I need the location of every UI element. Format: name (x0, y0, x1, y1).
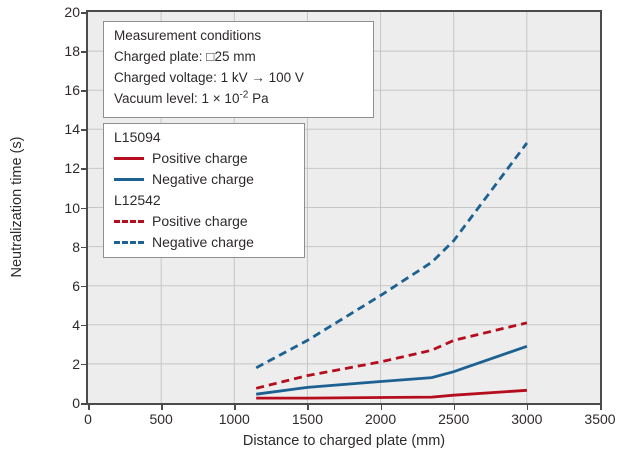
x-tick-label: 2000 (364, 411, 397, 427)
y-tick-label: 16 (64, 82, 80, 99)
y-tick-label: 20 (64, 4, 80, 20)
y-tickmark (81, 246, 86, 249)
x-tickmark (307, 405, 309, 410)
y-tick-label: 18 (64, 43, 80, 60)
legend-entry: Negative charge (114, 169, 294, 190)
series-line (255, 142, 529, 370)
x-axis-title: Distance to charged plate (mm) (242, 433, 446, 449)
dashed-red-line-swatch (114, 220, 144, 223)
legend-entry: Positive charge (114, 211, 294, 232)
x-tickmark (234, 405, 236, 410)
y-tickmark (81, 51, 86, 53)
legend-box: L15094 Positive charge Negative charge L… (103, 123, 305, 258)
y-tickmark (81, 90, 86, 92)
conditions-line-charged-voltage: Charged voltage: 1 kV → 100 V (114, 70, 304, 85)
series-line (256, 344, 528, 396)
legend-entry: Negative charge (114, 232, 294, 253)
legend-group-label: L12542 (114, 192, 161, 208)
measurement-conditions-box: Measurement conditions Charged plate: □2… (103, 21, 374, 118)
x-tick-label: 3000 (511, 411, 543, 427)
y-tickmark (81, 285, 86, 288)
vacuum-exponent: -2 (239, 89, 249, 101)
x-tickmark (453, 405, 456, 410)
y-tick-label: 2 (72, 355, 80, 372)
dashed-blue-line-swatch (114, 241, 144, 244)
y-tick-label: 0 (72, 395, 80, 411)
x-tick-label: 0 (84, 411, 92, 427)
y-tick-label: 12 (64, 160, 80, 177)
x-tick-label: 500 (149, 411, 173, 427)
solid-blue-line-swatch (114, 178, 144, 181)
legend-entry: Positive charge (114, 148, 294, 169)
legend-entry-label: Positive charge (152, 150, 248, 166)
y-tick-label: 6 (72, 277, 80, 294)
x-tickmark (380, 405, 383, 410)
y-tick-label: 10 (64, 199, 80, 216)
x-tick-label: 1500 (291, 411, 323, 427)
x-tick-label: 2500 (438, 411, 470, 427)
vacuum-suffix: Pa (248, 91, 269, 106)
y-tick-label: 4 (72, 316, 80, 333)
legend-entry-label: Negative charge (152, 234, 254, 250)
y-tickmark (81, 324, 86, 327)
conditions-title: Measurement conditions (114, 28, 262, 43)
legend-entry-label: Negative charge (152, 171, 254, 187)
y-axis-title: Neutralization time (s) (9, 136, 25, 278)
y-tick-label: 14 (64, 121, 80, 138)
x-tickmark (88, 405, 90, 410)
y-tickmark (81, 12, 86, 14)
y-tickmark (81, 207, 86, 209)
solid-red-line-swatch (114, 157, 144, 160)
y-tickmark (81, 403, 86, 405)
legend-group-label: L15094 (114, 129, 161, 145)
series-line (256, 388, 527, 400)
y-tickmark (81, 168, 86, 170)
y-tickmark (81, 363, 86, 366)
y-tickmark (81, 129, 86, 131)
y-tick-label: 8 (72, 238, 80, 255)
vacuum-prefix: Vacuum level: 1 × 10 (114, 91, 240, 106)
x-tickmark (526, 405, 529, 410)
conditions-line-vacuum-level: Vacuum level: 1 × 10-2 Pa (114, 88, 363, 109)
x-tick-label: 3500 (584, 411, 616, 427)
x-tickmark (161, 405, 163, 410)
series-line (255, 321, 528, 390)
x-tick-label: 1000 (218, 411, 250, 427)
legend-entry-label: Positive charge (152, 213, 248, 229)
x-tickmark (600, 405, 602, 410)
conditions-line-charged-plate: Charged plate: □25 mm (114, 49, 256, 64)
